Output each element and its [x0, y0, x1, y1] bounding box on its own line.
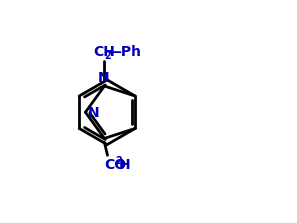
- Text: 2: 2: [105, 52, 111, 61]
- Text: H: H: [118, 158, 130, 172]
- Text: N: N: [88, 106, 99, 120]
- Text: —Ph: —Ph: [108, 45, 141, 59]
- Text: CO: CO: [105, 158, 127, 172]
- Text: CH: CH: [94, 45, 116, 59]
- Text: 2: 2: [115, 156, 122, 166]
- Text: N: N: [98, 70, 110, 85]
